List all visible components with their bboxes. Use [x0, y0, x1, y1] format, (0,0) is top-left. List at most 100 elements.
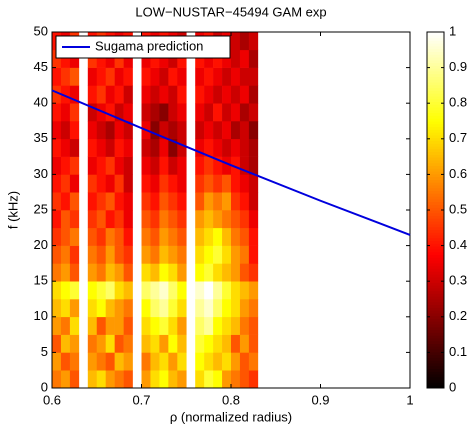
- heat-cell: [222, 49, 232, 68]
- colorbar-strip: [427, 123, 444, 128]
- heat-cell: [52, 245, 62, 264]
- heat-cell: [69, 227, 80, 246]
- colorbar-strip: [427, 337, 444, 342]
- heat-cell: [231, 299, 241, 318]
- heat-cell: [114, 67, 124, 86]
- heat-cell: [159, 316, 169, 335]
- colorbar-strip: [427, 137, 444, 141]
- heat-cell: [150, 85, 160, 104]
- heat-cell: [177, 85, 187, 104]
- heat-cell: [213, 245, 223, 264]
- heat-cell: [87, 156, 98, 175]
- heat-cell: [69, 299, 80, 318]
- heat-cell: [239, 67, 250, 86]
- heat-cell: [213, 174, 223, 193]
- heat-cell: [239, 210, 250, 229]
- heat-cell: [52, 210, 62, 229]
- heat-cell: [239, 316, 250, 335]
- heat-cell: [141, 138, 151, 157]
- heat-cell: [60, 49, 71, 68]
- y-tick-label: 45: [34, 59, 48, 74]
- colorbar-strip: [427, 246, 444, 250]
- heat-cell: [105, 352, 115, 371]
- heat-cell: [141, 281, 151, 300]
- heat-cell: [150, 210, 160, 229]
- colorbar-strip: [427, 165, 444, 169]
- heat-cell: [141, 352, 151, 371]
- colorbar-strip: [427, 187, 444, 192]
- heat-cell: [60, 103, 71, 122]
- colorbar-tick-label: 0.1: [449, 344, 467, 359]
- heat-cell: [213, 227, 223, 246]
- heat-cell: [141, 174, 151, 193]
- colorbar-strip: [427, 251, 444, 255]
- heat-cell: [52, 138, 62, 157]
- heat-cell: [204, 49, 214, 68]
- colorbar-strip: [427, 329, 444, 333]
- heat-cell: [114, 210, 124, 229]
- colorbar-strip: [427, 349, 444, 353]
- heat-cell: [87, 49, 98, 68]
- heat-cell: [195, 138, 205, 157]
- heat-cell: [52, 281, 62, 300]
- heat-cell: [114, 121, 124, 140]
- heat-cell: [231, 227, 241, 246]
- heat-cell: [96, 138, 106, 157]
- heat-cell: [213, 299, 223, 318]
- heat-cell: [213, 210, 223, 229]
- heat-cell: [60, 156, 71, 175]
- colorbar-tick-label: 1: [449, 23, 456, 38]
- heat-cell: [248, 281, 259, 300]
- heat-cell: [204, 281, 214, 300]
- heat-cell: [60, 227, 71, 246]
- heat-cell: [123, 67, 133, 86]
- heat-cell: [123, 174, 133, 193]
- colorbar-strip: [427, 157, 444, 161]
- heat-cell: [87, 352, 98, 371]
- heat-cell: [231, 49, 241, 68]
- colorbar-strip: [427, 385, 444, 389]
- heat-cell: [222, 263, 232, 282]
- heat-cell: [105, 299, 115, 318]
- heat-cell: [222, 210, 232, 229]
- heat-cell: [114, 85, 124, 104]
- colorbar-strip: [427, 193, 444, 197]
- heat-cell: [231, 156, 241, 175]
- colorbar-strip: [427, 126, 444, 130]
- heat-cell: [69, 192, 80, 211]
- heat-cell: [204, 370, 214, 389]
- colorbar-strip: [427, 371, 444, 375]
- heat-cell: [141, 156, 151, 175]
- heat-cell: [60, 121, 71, 140]
- heat-cell: [159, 370, 169, 389]
- heat-cell: [150, 263, 160, 282]
- y-tick-label: 0: [41, 379, 48, 394]
- heat-cell: [105, 210, 115, 229]
- heat-cell: [114, 103, 124, 122]
- heat-cell: [52, 192, 62, 211]
- heat-cell: [204, 316, 214, 335]
- colorbar-strip: [427, 107, 444, 111]
- heat-cell: [123, 263, 133, 282]
- heat-cell: [87, 299, 98, 318]
- heat-cell: [69, 121, 80, 140]
- heat-cell: [141, 299, 151, 318]
- heat-cell: [123, 192, 133, 211]
- x-tick-label: 0.8: [222, 392, 240, 407]
- heat-cell: [168, 49, 178, 68]
- heat-cell: [60, 352, 71, 371]
- heat-cell: [96, 121, 106, 140]
- heat-cell: [69, 85, 80, 104]
- colorbar-tick-label: 0.9: [449, 59, 467, 74]
- heat-cell: [222, 334, 232, 353]
- colorbar-strip: [427, 332, 444, 336]
- heat-cell: [52, 156, 62, 175]
- heat-cell: [239, 49, 250, 68]
- colorbar-strip: [427, 154, 444, 158]
- heat-cell: [60, 192, 71, 211]
- x-tick-label: 0.6: [43, 392, 61, 407]
- heat-cell: [87, 210, 98, 229]
- heat-cell: [195, 281, 205, 300]
- heat-cell: [231, 138, 241, 157]
- heat-cell: [114, 281, 124, 300]
